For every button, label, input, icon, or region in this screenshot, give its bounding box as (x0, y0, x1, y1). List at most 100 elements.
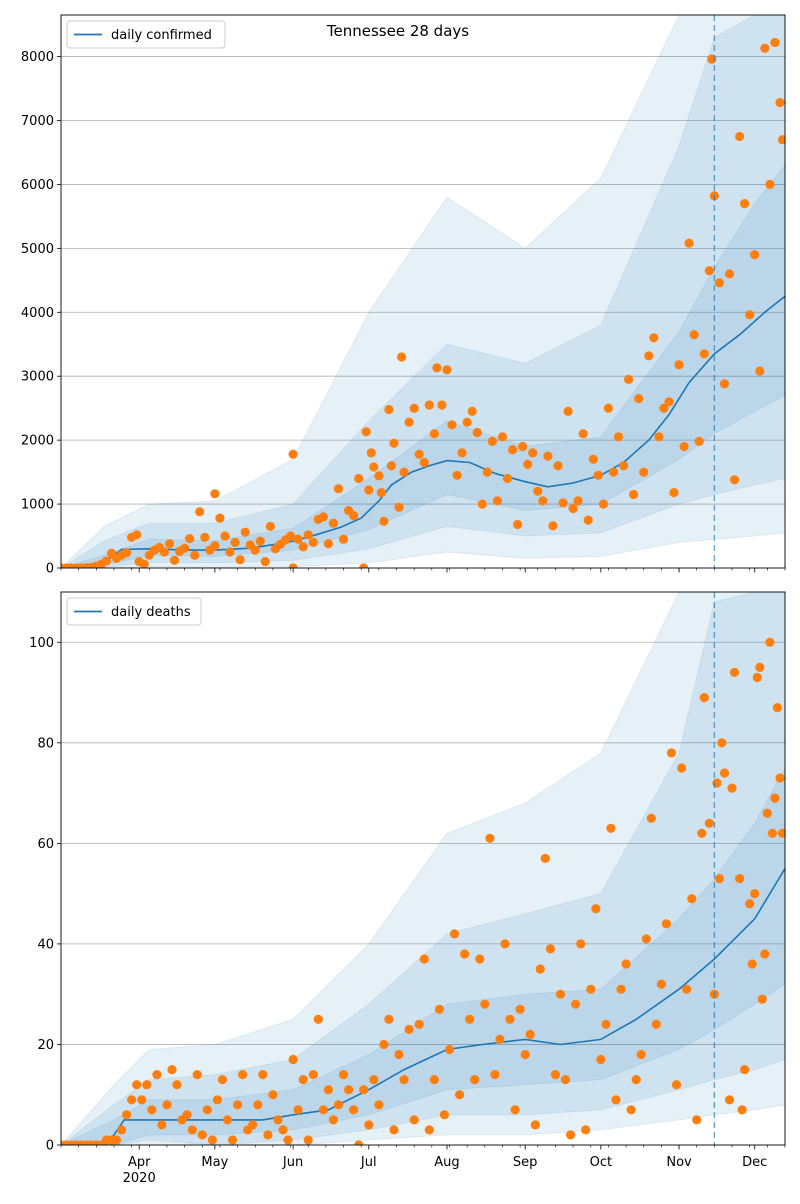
observed-point (664, 397, 674, 407)
axes-frame (60, 591, 786, 1146)
observed-point (697, 828, 707, 838)
observed-point (608, 467, 619, 477)
observed-point (482, 467, 492, 477)
observed-point (772, 703, 783, 713)
observed-point (518, 441, 528, 452)
x-tick-label: Sep (513, 1155, 538, 1170)
observed-point (538, 496, 548, 506)
observed-point (462, 417, 472, 427)
x-tick-label: Dec (742, 1155, 767, 1170)
observed-point (543, 451, 553, 461)
observed-point (215, 513, 225, 523)
uncertainty-band-mid (61, 15, 785, 568)
observed-point (293, 534, 303, 544)
observed-point (616, 984, 626, 994)
observed-point (573, 496, 583, 506)
observed-point (639, 467, 649, 477)
observed-point (613, 432, 624, 442)
observed-point (349, 1105, 359, 1115)
observed-point (394, 502, 404, 512)
observed-point (682, 984, 692, 994)
observed-point (250, 545, 260, 555)
observed-point (359, 1085, 369, 1095)
observed-point (775, 98, 785, 108)
observed-point (583, 515, 593, 525)
observed-point (727, 783, 737, 793)
observed-point (162, 1100, 172, 1110)
y-tick-label: 80 (37, 736, 54, 751)
observed-point (185, 534, 195, 544)
figure-title: Tennessee 28 days (326, 22, 469, 40)
observed-point (328, 1115, 338, 1125)
observed-point (207, 1135, 217, 1145)
observed-point (656, 979, 667, 989)
chart-panel-1: 0 1000 2000 3000 4000 5000 6000 7000 8000 daily c… (21, 14, 786, 577)
observed-point (571, 999, 581, 1009)
plot-area (61, 592, 785, 1145)
observed-point (765, 179, 775, 189)
observed-point (750, 889, 760, 899)
observed-point (374, 1100, 384, 1110)
observed-point (636, 1049, 646, 1060)
observed-point (472, 427, 482, 438)
observed-point (116, 1125, 127, 1135)
observed-point (386, 461, 397, 471)
observed-point (550, 1070, 561, 1080)
observed-point (248, 1120, 258, 1130)
observed-point (139, 559, 149, 568)
observed-point (729, 667, 740, 678)
y-tick-label: 40 (37, 937, 54, 952)
legend: daily confirmed (66, 20, 226, 49)
observed-point (666, 748, 677, 758)
observed-point (528, 448, 538, 458)
observed-point (344, 1085, 354, 1095)
observed-point (389, 1125, 399, 1135)
observed-point (288, 563, 298, 568)
observed-point (384, 404, 394, 415)
observed-point (187, 1125, 197, 1135)
observed-point (745, 899, 755, 909)
observed-point (432, 363, 442, 373)
observed-point (687, 894, 697, 904)
observed-point (298, 1075, 308, 1085)
observed-point (419, 954, 429, 964)
y-tick-label: 4000 (21, 306, 54, 321)
observed-point (122, 548, 132, 558)
observed-point (576, 939, 586, 949)
observed-point (167, 1065, 177, 1075)
observed-point (495, 1034, 505, 1044)
observed-point (593, 470, 603, 480)
observed-point (288, 1054, 298, 1065)
observed-point (429, 1075, 439, 1085)
observed-point (477, 499, 487, 509)
observed-point (286, 531, 296, 541)
observed-point (775, 773, 785, 783)
observed-point (217, 1075, 227, 1085)
observed-point (318, 512, 328, 522)
observed-point (777, 828, 785, 838)
x-tick-label: May (201, 1155, 228, 1170)
observed-point (581, 1125, 591, 1135)
observed-point (540, 853, 550, 864)
y-tick-label: 20 (37, 1038, 54, 1053)
observed-point (197, 1130, 207, 1140)
observed-point (389, 438, 399, 448)
observed-point (255, 536, 265, 546)
observed-point (240, 527, 250, 537)
observed-point (190, 550, 200, 560)
observed-point (220, 531, 230, 541)
legend-label: daily deaths (111, 605, 191, 620)
observed-point (740, 199, 750, 209)
observed-point (200, 532, 210, 542)
observed-point (634, 394, 644, 404)
observed-point (404, 1024, 414, 1034)
observed-point (611, 1095, 621, 1105)
observed-point (465, 1014, 475, 1024)
observed-point (530, 1120, 540, 1130)
observed-point (740, 1065, 750, 1075)
observed-point (192, 1070, 202, 1080)
observed-point (760, 43, 770, 53)
observed-point (258, 1070, 268, 1080)
observed-point (603, 403, 614, 413)
observed-point (661, 919, 672, 929)
